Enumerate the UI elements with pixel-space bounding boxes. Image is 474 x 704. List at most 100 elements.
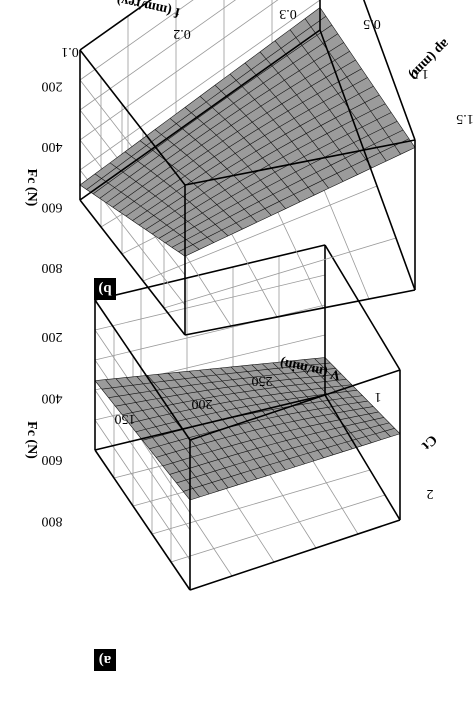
mesh-line <box>169 417 384 475</box>
grid-line <box>94 274 326 331</box>
mesh-line <box>138 85 374 226</box>
box-edge <box>94 244 326 301</box>
x-axis-label: f (mm/rev) <box>115 0 181 20</box>
surface-mesh <box>79 7 416 257</box>
z-tick-label: 800 <box>42 514 63 529</box>
z-axis: 200 400 600 800 Fc (N) <box>24 329 63 529</box>
mesh-line <box>135 389 358 433</box>
x-tick-label: 0.5 <box>363 16 381 31</box>
grid-line <box>79 0 321 171</box>
grid-line <box>79 0 194 81</box>
box-edge <box>319 29 416 291</box>
box-edge <box>324 394 401 521</box>
mesh-line <box>128 384 352 424</box>
grid-line <box>94 419 191 561</box>
mesh-line <box>112 50 350 208</box>
box-edge <box>189 519 401 591</box>
mesh-line <box>171 129 404 248</box>
surface-fill <box>80 7 415 257</box>
x-tick-label: 200 <box>192 396 213 411</box>
y-tick-label: 1.5 <box>456 111 474 126</box>
panel-label-badge: a) <box>94 649 116 671</box>
grid-line <box>151 469 371 535</box>
box-edge <box>79 199 186 336</box>
grid-line <box>142 185 378 282</box>
x-tick-label: 0.3 <box>279 6 297 21</box>
mesh-line <box>162 411 379 467</box>
z-axis: 200 400 600 800 Fc (N) <box>24 78 63 275</box>
z-tick-label: 600 <box>42 199 63 214</box>
mesh-line <box>183 428 395 492</box>
z-tick-label: 600 <box>42 452 63 467</box>
z-tick-label: 200 <box>42 78 63 93</box>
box-edge <box>324 244 401 371</box>
x-tick-label: 0.2 <box>173 26 191 41</box>
mesh-line <box>176 422 390 484</box>
mesh-line <box>79 7 321 186</box>
box-edge <box>79 29 321 201</box>
box-edge <box>362 0 416 141</box>
mesh-line <box>132 77 368 221</box>
box-edge <box>94 449 191 591</box>
mesh-line <box>189 433 401 501</box>
mesh-line <box>108 368 336 398</box>
mesh-line <box>122 378 347 416</box>
y-axis: 1 2 Ct <box>375 389 440 501</box>
box-edge <box>94 394 326 451</box>
mesh-line <box>94 357 326 381</box>
y-axis-label: Ct <box>418 431 439 452</box>
x-tick-label: 250 <box>252 373 273 388</box>
mesh-line <box>165 120 398 244</box>
mesh-line <box>119 59 356 212</box>
grid-line <box>79 0 236 111</box>
mesh-line <box>115 373 342 407</box>
x-tick-label: 150 <box>115 411 136 426</box>
mesh-line <box>178 138 410 253</box>
y-axis: 1.01.5ap (mm) <box>405 36 473 126</box>
mesh-line <box>152 103 386 235</box>
box-edge <box>79 0 152 51</box>
z-tick-label: 800 <box>42 260 63 275</box>
z-axis-label: Fc (N) <box>24 421 39 459</box>
box-edge <box>94 299 191 441</box>
grid-line <box>94 389 191 531</box>
z-axis-label: Fc (N) <box>24 169 39 207</box>
box-outline <box>94 244 401 591</box>
chart-panel-b: 200 400 600 800 Fc (N) 0.1 0.2 0.3 0.5 f (mm/rev)… <box>24 0 474 336</box>
grid-line <box>140 438 233 577</box>
panel-label: a) <box>99 652 112 668</box>
box-edge <box>79 49 186 186</box>
mesh-line <box>106 42 344 204</box>
mesh-line <box>125 68 362 217</box>
box-edge <box>189 369 401 441</box>
panel-label-badge: b) <box>94 278 116 300</box>
z-tick-label: 400 <box>42 390 63 405</box>
panel-label-bg <box>94 278 116 300</box>
box-edge <box>184 139 416 186</box>
y-tick-label: 2 <box>427 486 434 501</box>
box-outline <box>79 0 416 336</box>
x-tick-label: 0.1 <box>61 44 79 59</box>
grid-line <box>79 0 279 141</box>
y-tick-label: 1.0 <box>411 66 429 81</box>
z-tick-label: 200 <box>42 329 63 344</box>
y-tick-label: 1 <box>375 389 382 404</box>
mesh-line <box>155 406 374 458</box>
grid-line <box>170 494 386 563</box>
box-edge <box>184 289 416 336</box>
mesh-line <box>101 362 331 390</box>
grid-line <box>94 304 326 361</box>
panel-label-bg <box>94 649 116 671</box>
panel-label: b) <box>98 281 111 297</box>
surface-fill <box>95 357 400 500</box>
mesh-line <box>99 33 338 199</box>
mesh-line <box>86 16 327 190</box>
grid-line <box>163 237 397 309</box>
mesh-line <box>92 24 333 195</box>
z-tick-label: 400 <box>42 139 63 154</box>
mesh-line <box>184 147 416 257</box>
mesh-line <box>158 112 392 239</box>
surface-mesh <box>94 357 401 501</box>
